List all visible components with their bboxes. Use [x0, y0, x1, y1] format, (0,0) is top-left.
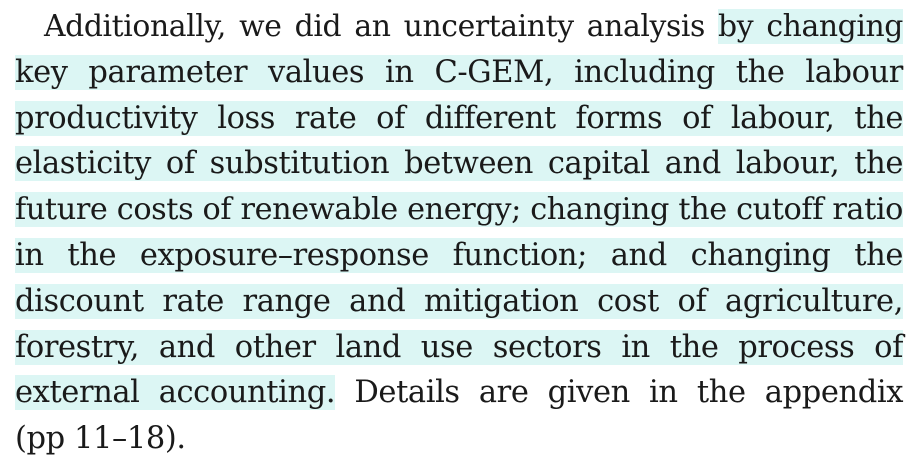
- text-line: in the exposure–response function; and c…: [15, 233, 903, 279]
- text-line: forestry, and other land use sectors in …: [15, 325, 903, 371]
- paragraph-text: Additionally, we did an uncertainty anal…: [15, 4, 903, 462]
- text-line: elasticity of substitution between capit…: [15, 141, 903, 187]
- highlighted-text: by changing: [718, 9, 903, 44]
- plain-text: Additionally, we did an uncertainty anal…: [44, 9, 719, 44]
- text-line: discount rate range and mitigation cost …: [15, 279, 903, 325]
- text-line: future costs of renewable energy; changi…: [15, 187, 903, 233]
- plain-text: (pp 11–18).: [15, 421, 186, 457]
- text-line: key parameter values in C-GEM, including…: [15, 50, 903, 96]
- text-line: (pp 11–18).: [15, 416, 903, 462]
- text-line: Additionally, we did an uncertainty anal…: [15, 4, 903, 50]
- highlighted-text: external accounting.: [15, 375, 336, 411]
- text-line: external accounting. Details are given i…: [15, 370, 903, 416]
- highlighted-text: productivity loss rate of different form…: [15, 100, 903, 136]
- text-line: productivity loss rate of different form…: [15, 96, 903, 142]
- highlighted-text: future costs of renewable energy; changi…: [15, 192, 903, 228]
- highlighted-text: discount rate range and mitigation cost …: [15, 283, 903, 319]
- highlighted-text: key parameter values in C-GEM, including…: [15, 54, 903, 90]
- highlighted-text: forestry, and other land use sectors in …: [15, 329, 903, 365]
- highlighted-text: elasticity of substitution between capit…: [15, 146, 903, 182]
- highlighted-text: in the exposure–response function; and c…: [15, 237, 903, 273]
- plain-text: Details are given in the appendix: [335, 375, 903, 411]
